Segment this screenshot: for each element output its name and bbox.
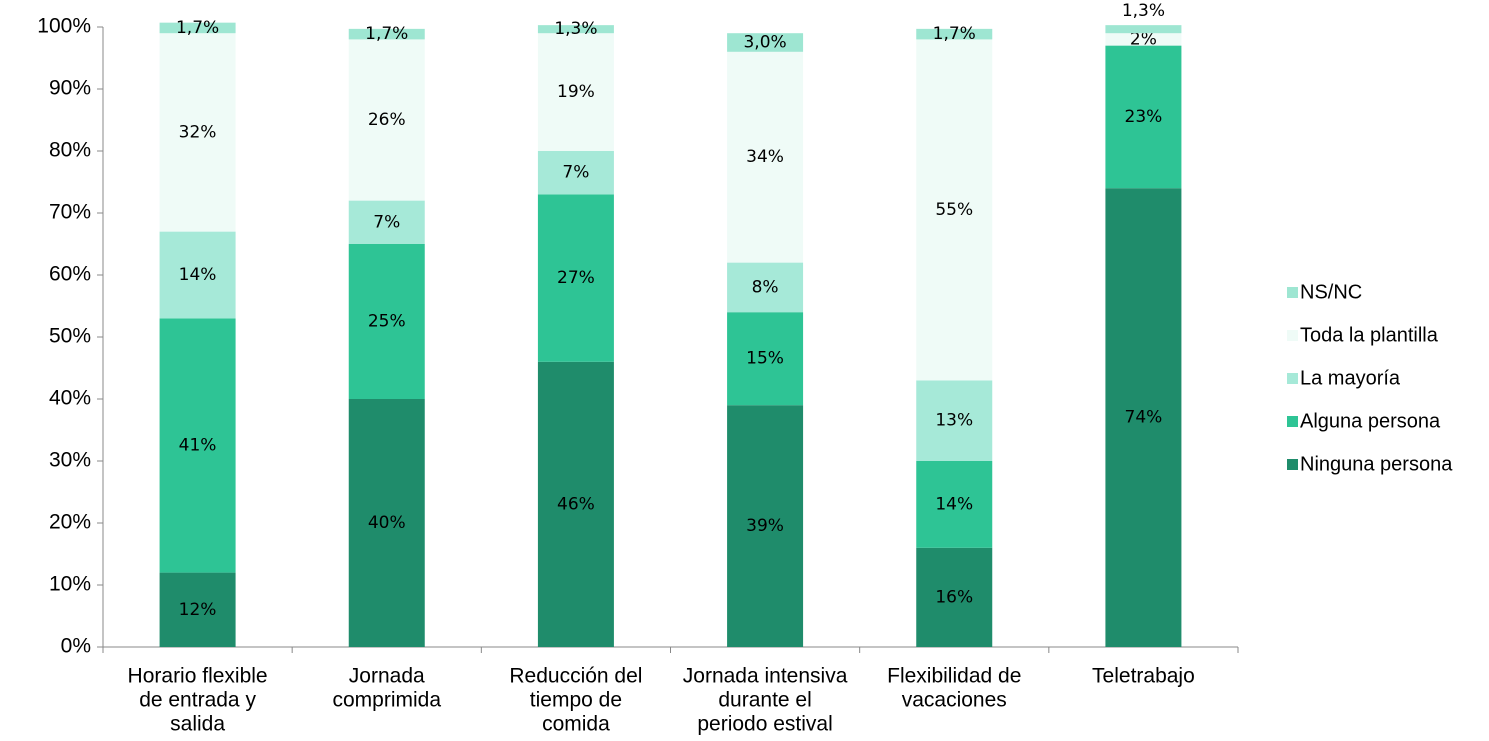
data-label: 1,7% bbox=[933, 24, 976, 44]
bar-segment bbox=[727, 51, 804, 263]
x-tick-label: Horario flexible bbox=[128, 665, 268, 688]
legend-label: La mayoría bbox=[1300, 367, 1401, 389]
data-label: 32% bbox=[179, 122, 217, 142]
bar-segment bbox=[1105, 25, 1182, 34]
x-tick-label: Flexibilidad de bbox=[887, 665, 1021, 688]
data-label: 74% bbox=[1125, 408, 1163, 428]
legend-label: Alguna persona bbox=[1300, 410, 1441, 432]
bar-segment bbox=[1105, 188, 1182, 647]
bar-segment bbox=[348, 200, 425, 244]
data-label: 1,3% bbox=[1122, 1, 1165, 21]
data-label: 3,0% bbox=[743, 33, 786, 53]
bar-segment bbox=[159, 318, 236, 573]
legend-swatch bbox=[1287, 416, 1298, 427]
bar-segment bbox=[159, 231, 236, 319]
bar-segment bbox=[916, 28, 993, 40]
legend-label: Ninguna persona bbox=[1300, 453, 1453, 475]
data-label: 15% bbox=[746, 349, 784, 369]
bar-segment bbox=[727, 262, 804, 313]
data-label: 12% bbox=[179, 600, 217, 620]
x-tick-label: Jornada intensiva bbox=[683, 665, 848, 688]
data-label: 1,3% bbox=[554, 19, 597, 39]
bar-segment bbox=[727, 312, 804, 406]
legend-swatch bbox=[1287, 330, 1298, 341]
data-label: 8% bbox=[752, 277, 779, 297]
data-label: 26% bbox=[368, 110, 406, 130]
y-tick-label: 0% bbox=[61, 635, 91, 658]
bar-segment bbox=[159, 572, 236, 647]
bar-segment bbox=[159, 33, 236, 232]
bar-segment bbox=[727, 405, 804, 647]
x-tick-label: durante el bbox=[718, 689, 811, 712]
legend-label: Toda la plantilla bbox=[1300, 324, 1439, 346]
x-tick-label: comida bbox=[542, 713, 610, 736]
data-label: 25% bbox=[368, 312, 406, 332]
legend-swatch bbox=[1287, 373, 1298, 384]
x-tick-label: Teletrabajo bbox=[1092, 665, 1195, 688]
data-label: 13% bbox=[935, 411, 973, 431]
data-label: 7% bbox=[373, 212, 400, 232]
x-tick-label: periodo estival bbox=[697, 713, 832, 736]
data-label: 39% bbox=[746, 516, 784, 536]
data-label: 27% bbox=[557, 268, 595, 288]
y-tick-label: 30% bbox=[49, 449, 91, 472]
data-label: 1,7% bbox=[176, 18, 219, 38]
bar-segment bbox=[348, 244, 425, 399]
data-label: 14% bbox=[179, 265, 217, 285]
bar-segment bbox=[916, 547, 993, 647]
data-label: 46% bbox=[557, 494, 595, 514]
y-tick-label: 90% bbox=[49, 77, 91, 100]
x-tick-label: vacaciones bbox=[902, 689, 1007, 712]
y-tick-label: 10% bbox=[49, 573, 91, 596]
data-label: 19% bbox=[557, 82, 595, 102]
y-tick-label: 70% bbox=[49, 201, 91, 224]
y-tick-label: 40% bbox=[49, 387, 91, 410]
x-tick-label: Reducción del bbox=[509, 665, 642, 688]
data-label: 16% bbox=[935, 587, 973, 607]
data-label: 1,7% bbox=[365, 24, 408, 44]
y-tick-label: 60% bbox=[49, 263, 91, 286]
bar-segment bbox=[537, 151, 614, 195]
bar-segment bbox=[159, 22, 236, 34]
bar-segment bbox=[1105, 33, 1182, 46]
y-tick-label: 80% bbox=[49, 139, 91, 162]
x-tick-label: de entrada y bbox=[139, 689, 256, 712]
data-label: 55% bbox=[935, 200, 973, 220]
x-tick-label: salida bbox=[170, 713, 225, 736]
bar-segment bbox=[916, 461, 993, 548]
bar-segment bbox=[727, 33, 804, 52]
x-tick-label: comprimida bbox=[332, 689, 441, 712]
x-tick-label: Jornada bbox=[349, 665, 425, 688]
y-tick-label: 50% bbox=[49, 325, 91, 348]
bar-segment bbox=[537, 361, 614, 647]
bar-segment bbox=[348, 399, 425, 647]
data-label: 2% bbox=[1130, 29, 1157, 49]
bar-segment bbox=[537, 25, 614, 34]
legend-swatch bbox=[1287, 287, 1298, 298]
bar-segment bbox=[348, 28, 425, 40]
bar-segment bbox=[916, 380, 993, 461]
bar-segment bbox=[916, 39, 993, 381]
bar-segment bbox=[1105, 45, 1182, 189]
bar-segment bbox=[537, 33, 614, 152]
y-tick-label: 20% bbox=[49, 511, 91, 534]
data-label: 23% bbox=[1125, 107, 1163, 127]
data-label: 34% bbox=[746, 147, 784, 167]
data-label: 40% bbox=[368, 513, 406, 533]
bar-segment bbox=[348, 39, 425, 201]
legend-swatch bbox=[1287, 459, 1298, 470]
bar-segment bbox=[537, 194, 614, 362]
y-tick-label: 100% bbox=[37, 15, 91, 38]
legend-label: NS/NC bbox=[1300, 281, 1362, 303]
data-label: 41% bbox=[179, 436, 217, 456]
data-label: 14% bbox=[935, 494, 973, 514]
x-tick-label: tiempo de bbox=[530, 689, 622, 712]
data-label: 7% bbox=[562, 163, 589, 183]
